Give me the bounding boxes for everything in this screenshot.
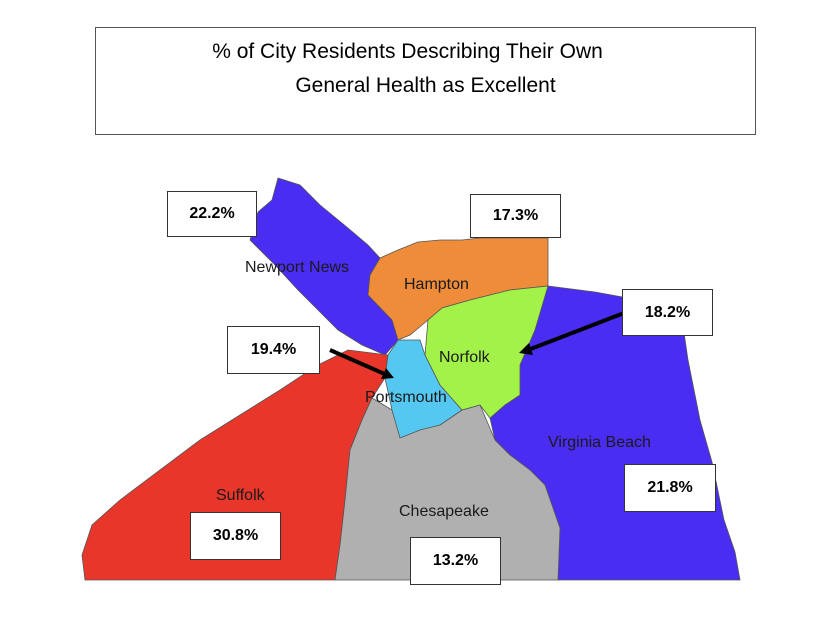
value-box-newport-news: 22.2% bbox=[167, 191, 257, 237]
value-box-chesapeake: 13.2% bbox=[410, 537, 501, 585]
label-portsmouth: Portsmouth bbox=[365, 389, 447, 406]
value-box-portsmouth: 19.4% bbox=[227, 326, 320, 374]
label-newport-news: Newport News bbox=[245, 259, 349, 276]
value-box-hampton: 17.3% bbox=[470, 194, 561, 238]
arrow-portsmouth bbox=[329, 348, 388, 377]
title-line-1: % of City Residents Describing Their Own bbox=[212, 40, 603, 63]
arrow-norfolk-head bbox=[519, 343, 533, 355]
label-norfolk: Norfolk bbox=[439, 349, 491, 366]
value-box-virginia-beach: 21.8% bbox=[624, 464, 716, 512]
value-box-norfolk: 18.2% bbox=[622, 289, 713, 336]
title-line-2: General Health as Excellent bbox=[295, 74, 556, 97]
value-box-suffolk: 30.8% bbox=[190, 512, 281, 560]
label-virginia-beach: Virginia Beach bbox=[548, 434, 651, 451]
region-norfolk[interactable] bbox=[424, 285, 549, 419]
arrow-norfolk bbox=[527, 311, 625, 352]
label-hampton: Hampton bbox=[404, 276, 469, 293]
region-newport-news[interactable] bbox=[249, 177, 399, 356]
title-box: % of City Residents Describing Their Own… bbox=[95, 27, 756, 135]
label-suffolk: Suffolk bbox=[216, 487, 266, 504]
label-chesapeake: Chesapeake bbox=[399, 503, 489, 520]
arrow-portsmouth-head bbox=[381, 368, 394, 379]
